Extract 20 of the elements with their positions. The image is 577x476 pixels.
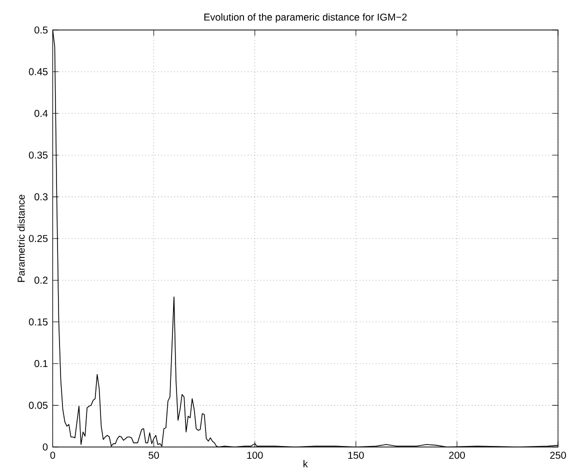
x-tick-label: 100 — [247, 452, 263, 459]
x-tick-label: 200 — [449, 452, 465, 459]
x-tick-label: 150 — [348, 452, 364, 459]
y-tick-label: 0 — [42, 443, 48, 451]
y-axis-title: Parametric distance — [17, 194, 25, 282]
x-tick-label: 0 — [50, 452, 56, 459]
y-tick-label: 0.45 — [28, 68, 48, 76]
y-tick-label: 0.4 — [34, 110, 48, 117]
y-tick-label: 0.2 — [34, 276, 48, 284]
y-tick-label: 0.5 — [34, 26, 48, 34]
x-axis-title: k — [304, 460, 308, 468]
chart-title: Evolution of the parameric distance for IGM−2 — [204, 13, 407, 23]
y-tick-label: 0.25 — [28, 234, 48, 242]
y-tick-label: 0.05 — [28, 402, 48, 409]
y-tick-label: 0.15 — [28, 318, 48, 326]
y-tick-label: 0.35 — [28, 152, 48, 159]
y-tick-label: 0.3 — [34, 193, 48, 200]
y-tick-label: 0.1 — [34, 360, 48, 368]
x-tick-label: 250 — [550, 452, 566, 459]
x-tick-label: 50 — [148, 452, 159, 459]
